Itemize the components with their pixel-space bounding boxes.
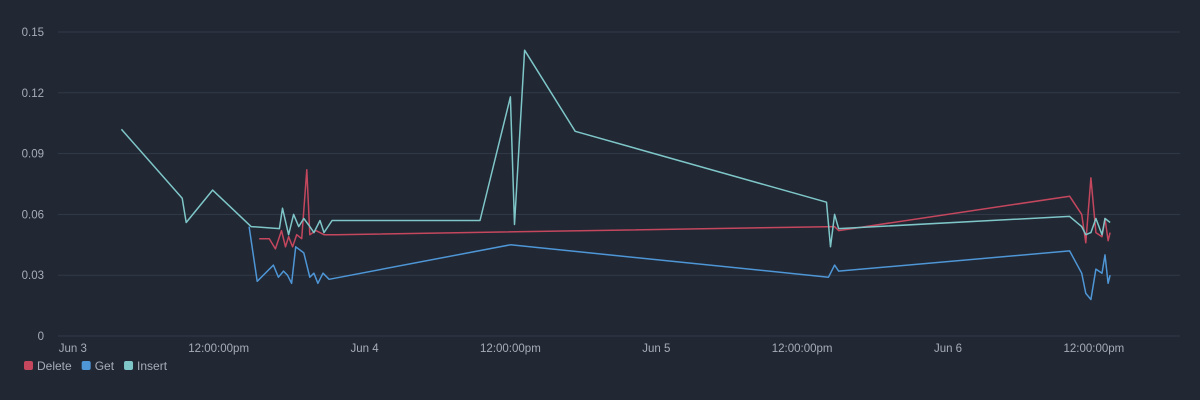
series-line-get [248,226,1111,301]
y-axis-ticks: 0.15 0.12 0.09 0.06 0.03 0 [22,27,44,343]
y-tick-label: 0.03 [22,270,44,282]
chart-legend[interactable]: Delete Get Insert [24,359,168,373]
legend-label: Insert [137,359,168,373]
legend-swatch [24,361,33,370]
x-tick-label: Jun 6 [934,343,962,355]
chart-gridlines [58,31,1180,337]
legend-item-delete[interactable]: Delete [24,359,72,373]
y-tick-label: 0.15 [22,27,44,39]
x-tick-label: Jun 4 [350,343,379,355]
y-tick-label: 0.09 [22,149,44,161]
legend-swatch [124,361,134,370]
chart-series [120,49,1111,301]
y-tick-label: 0.12 [22,88,44,100]
y-tick-label: 0.06 [22,209,44,221]
legend-swatch [81,361,91,370]
x-tick-label: 12:00:00pm [188,343,249,355]
x-tick-label: 12:00:00pm [772,343,833,355]
legend-label: Delete [37,359,72,373]
x-tick-label: Jun 5 [642,343,670,355]
x-tick-label: 12:00:00pm [480,343,541,355]
legend-label: Get [95,359,115,373]
x-tick-label: 12:00:00pm [1064,343,1125,355]
x-tick-label: Jun 3 [59,343,87,355]
series-line-insert [120,49,1111,248]
y-tick-label: 0 [38,331,44,343]
legend-item-get[interactable]: Get [81,359,115,373]
x-axis-ticks: Jun 3 12:00:00pm Jun 4 12:00:00pm Jun 5 12:00… [59,343,1125,355]
legend-item-insert[interactable]: Insert [124,359,168,373]
series-line-delete [259,169,1111,250]
